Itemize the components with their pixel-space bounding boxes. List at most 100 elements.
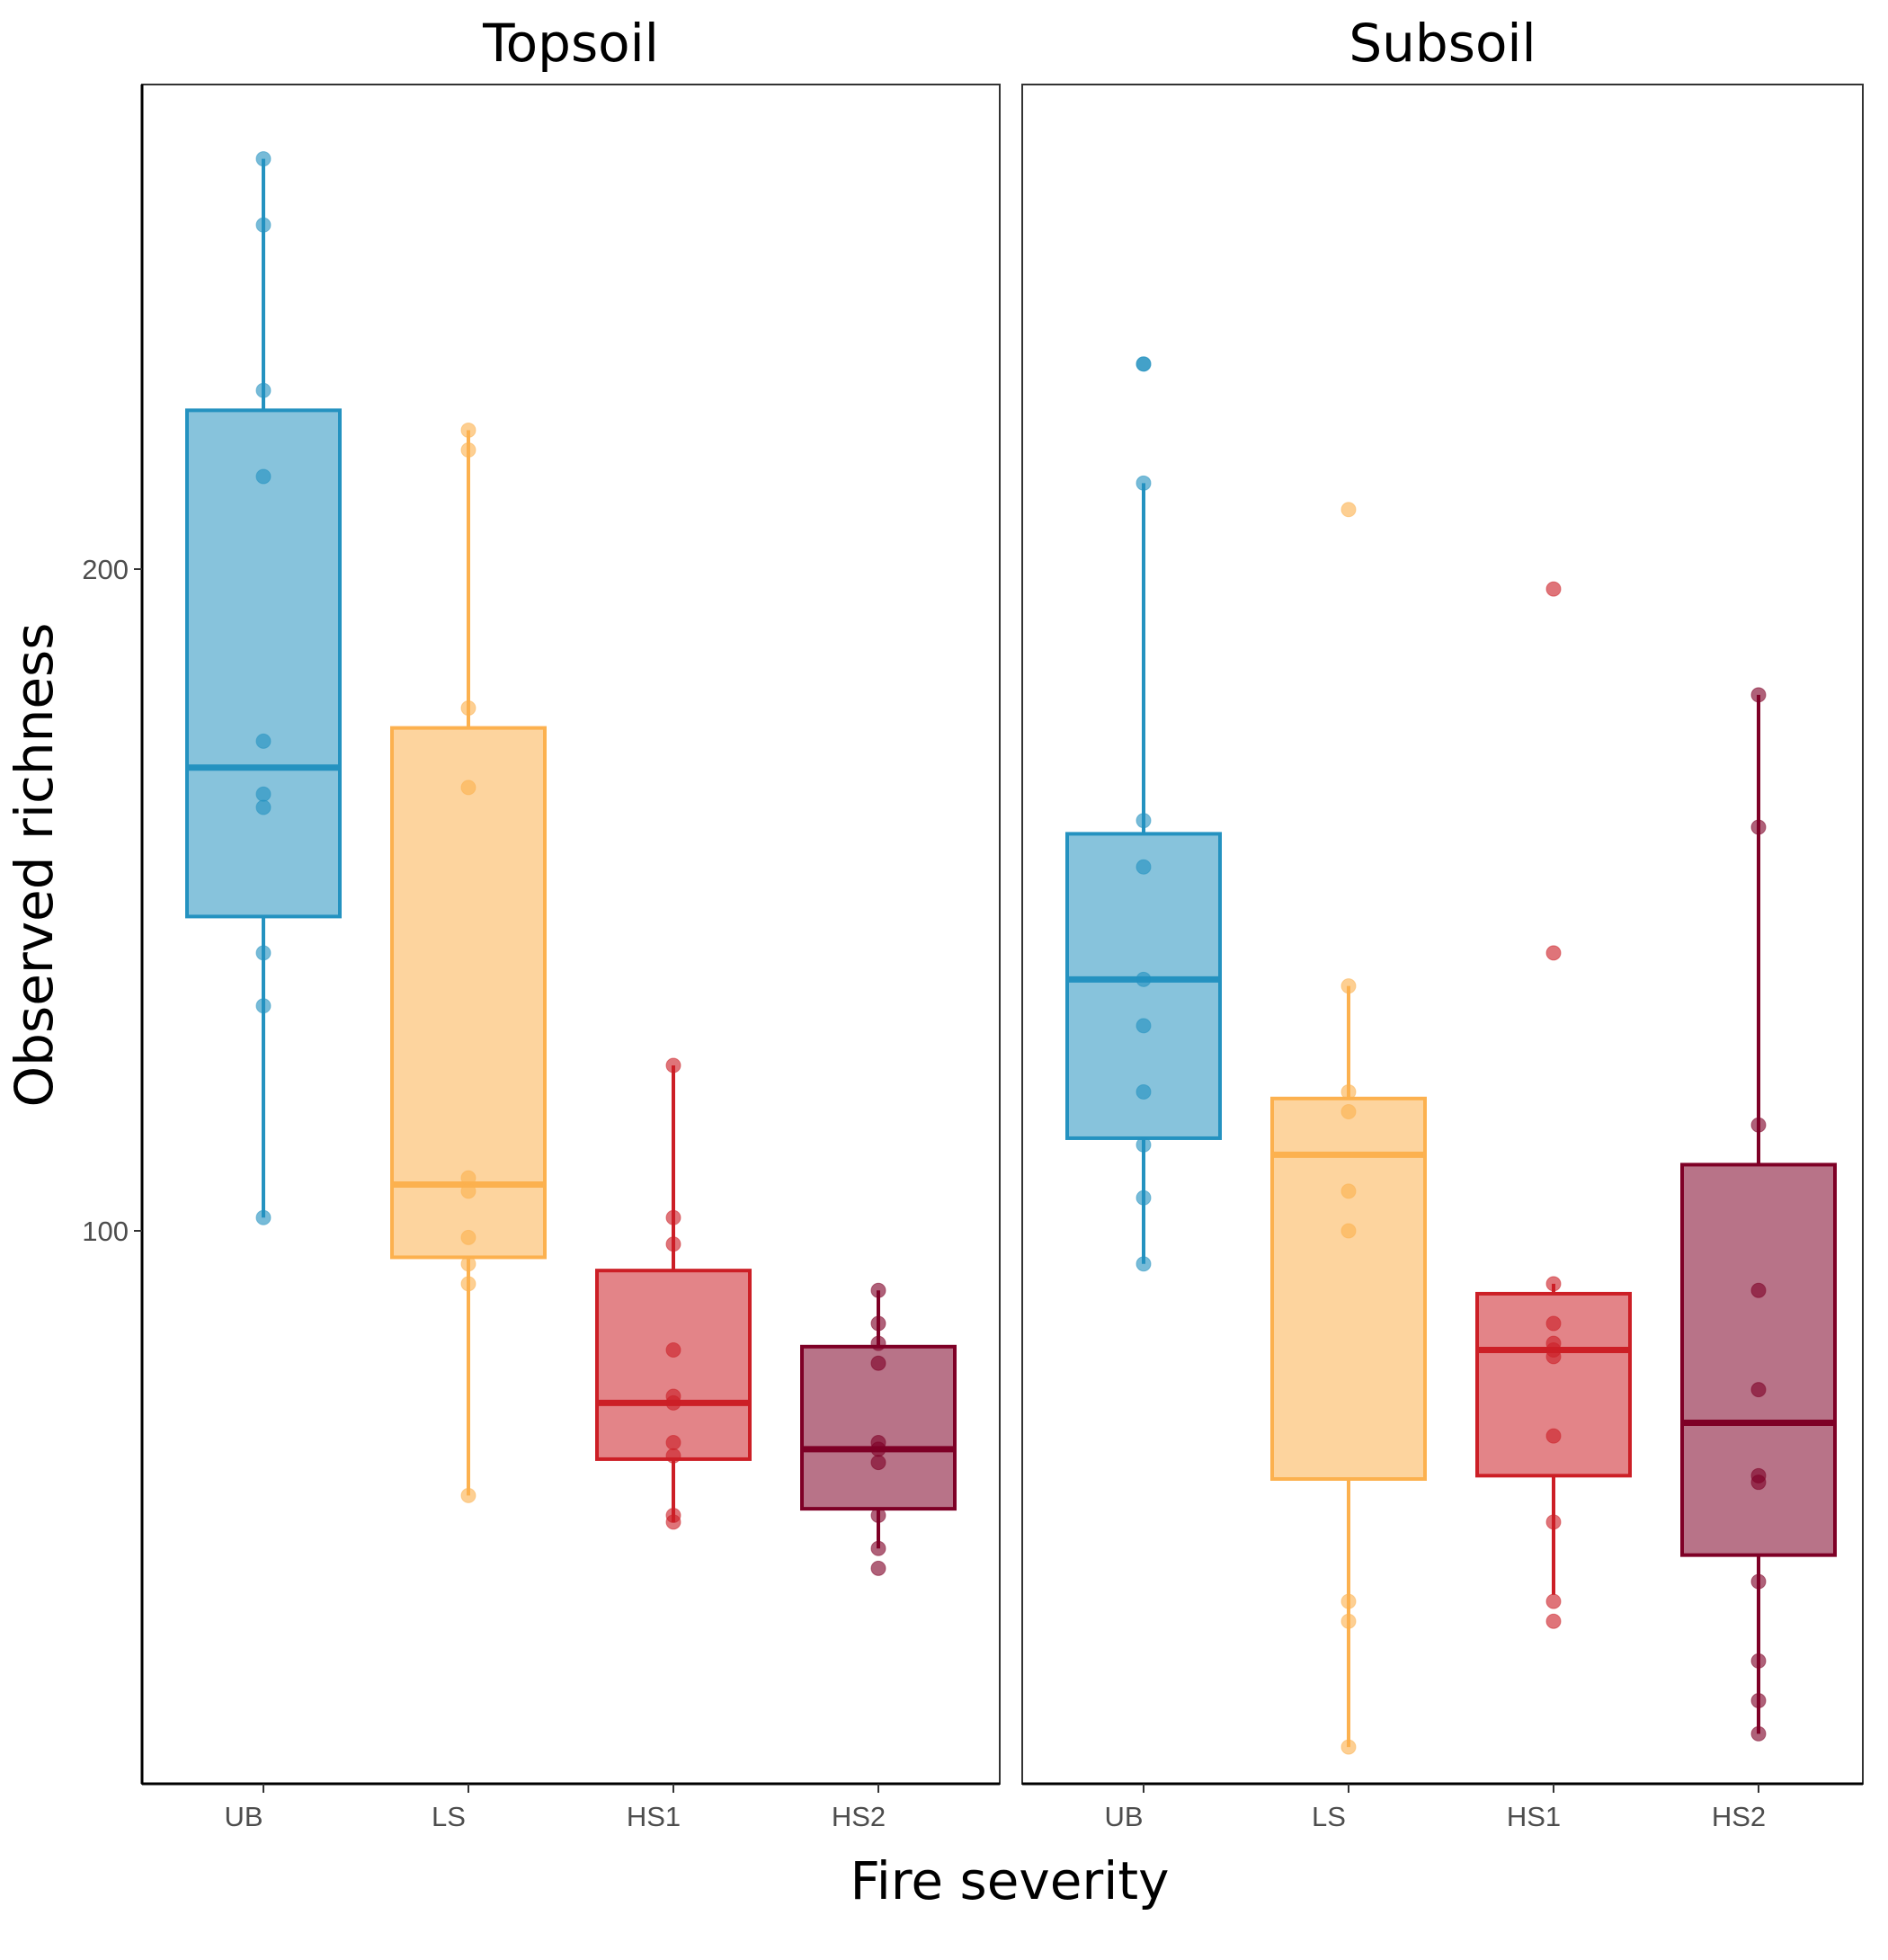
data-point	[1135, 1136, 1152, 1153]
data-point	[870, 1355, 886, 1371]
data-point	[1545, 1514, 1562, 1530]
data-point	[255, 799, 272, 815]
data-point	[1750, 819, 1767, 835]
data-point	[665, 1394, 681, 1411]
data-point	[1340, 1593, 1357, 1609]
data-point	[255, 217, 272, 233]
facet-panel-subsoil: Subsoil UB LS HS1 HS2	[1021, 13, 1864, 1832]
data-point	[1340, 978, 1357, 994]
data-point	[460, 1276, 476, 1292]
boxplot-topsoil-hs1	[595, 1057, 752, 1530]
data-point	[665, 1435, 681, 1451]
data-point	[870, 1315, 886, 1332]
data-point	[1545, 1349, 1562, 1365]
data-point	[870, 1441, 886, 1457]
boxplot-subsoil-ls	[1270, 502, 1427, 1755]
data-point	[460, 1183, 476, 1199]
boxplot-subsoil-hs1	[1475, 581, 1632, 1629]
facet-title-subsoil: Subsoil	[1349, 13, 1536, 74]
data-point	[460, 442, 476, 459]
x-tick-label: HS2	[1712, 1801, 1766, 1832]
facet-panel-topsoil: Topsoil 100 200 UB LS HS1 HS2	[82, 13, 1001, 1832]
facet-title-topsoil: Topsoil	[482, 13, 659, 74]
boxplot-topsoil-ub	[185, 151, 342, 1225]
data-point	[1545, 1428, 1562, 1444]
data-point	[255, 733, 272, 749]
x-tick-label: LS	[432, 1801, 466, 1832]
data-point	[255, 382, 272, 398]
data-point	[1135, 1018, 1152, 1034]
x-tick-label: UB	[1104, 1801, 1143, 1832]
data-point	[665, 1057, 681, 1074]
data-point	[665, 1448, 681, 1464]
data-point	[870, 1335, 886, 1351]
boxplot-subsoil-ub	[1065, 356, 1222, 1272]
data-point	[1545, 1315, 1562, 1332]
data-point	[1135, 813, 1152, 829]
data-point	[1340, 1104, 1357, 1120]
data-point	[1135, 475, 1152, 491]
box	[185, 408, 342, 919]
x-axis-title: Fire severity	[850, 1850, 1170, 1911]
data-point	[870, 1507, 886, 1523]
data-point	[1750, 1725, 1767, 1742]
data-point	[870, 1540, 886, 1556]
data-point	[665, 1514, 681, 1530]
data-point	[255, 1209, 272, 1225]
x-tick-label: HS2	[832, 1801, 886, 1832]
data-point	[1545, 945, 1562, 961]
data-point	[1340, 1183, 1357, 1199]
data-point	[460, 1229, 476, 1245]
data-point	[460, 1487, 476, 1503]
x-tick-label: LS	[1312, 1801, 1346, 1832]
data-point	[1340, 1739, 1357, 1755]
x-tick-label: HS1	[1507, 1801, 1561, 1832]
data-point	[870, 1282, 886, 1298]
data-point	[665, 1209, 681, 1225]
data-point	[1135, 1189, 1152, 1206]
data-point	[460, 700, 476, 717]
data-point	[1340, 502, 1357, 518]
box	[390, 726, 547, 1260]
data-point	[1545, 1276, 1562, 1292]
data-point	[255, 151, 272, 167]
data-point	[1135, 356, 1152, 372]
data-point	[460, 422, 476, 438]
data-point	[1750, 1282, 1767, 1298]
x-tick-label: HS1	[627, 1801, 681, 1832]
box	[1270, 1096, 1427, 1482]
data-point	[870, 1455, 886, 1471]
boxplot-subsoil-hs2	[1680, 687, 1837, 1742]
data-point	[870, 1560, 886, 1576]
data-point	[1545, 1613, 1562, 1629]
data-point	[665, 1236, 681, 1252]
data-point	[1340, 1083, 1357, 1100]
data-point	[1750, 687, 1767, 703]
data-point	[1750, 1117, 1767, 1133]
data-point	[1340, 1223, 1357, 1239]
data-point	[1545, 581, 1562, 597]
y-axis-title: Observed richness	[4, 623, 65, 1108]
panels: Topsoil 100 200 UB LS HS1 HS2 Subsoil UB LS HS1 HS2	[82, 13, 1864, 1832]
data-point	[1135, 1256, 1152, 1272]
data-point	[460, 1170, 476, 1186]
boxplot-topsoil-hs2	[800, 1282, 957, 1576]
data-point	[460, 780, 476, 796]
data-point	[255, 945, 272, 961]
data-point	[255, 786, 272, 802]
data-point	[1135, 971, 1152, 987]
data-point	[1545, 1593, 1562, 1609]
data-point	[1135, 859, 1152, 875]
y-tick-label: 200	[82, 554, 129, 585]
box	[1680, 1163, 1837, 1557]
data-point	[665, 1341, 681, 1358]
boxplot-topsoil-ls	[390, 422, 547, 1503]
box	[800, 1344, 957, 1511]
panel-border	[141, 84, 1001, 1785]
data-point	[1750, 1653, 1767, 1669]
data-point	[255, 468, 272, 485]
data-point	[1750, 1382, 1767, 1398]
data-point	[1750, 1474, 1767, 1491]
data-point	[460, 1256, 476, 1272]
